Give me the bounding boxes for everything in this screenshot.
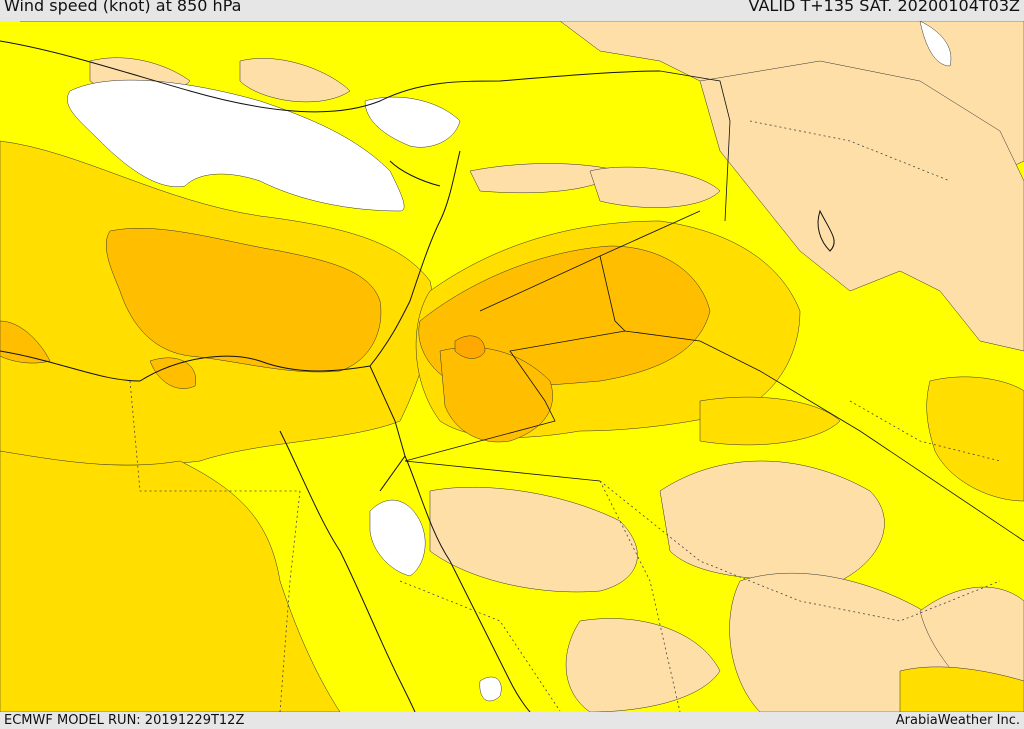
internal-borders xyxy=(129,120,1001,712)
header-bar: Wind speed (knot) at 850 hPa VALID T+135… xyxy=(0,0,1024,21)
wind-speed-map[interactable] xyxy=(0,21,1024,712)
valid-time: VALID T+135 SAT. 20200104T03Z xyxy=(748,0,1020,15)
country-borders xyxy=(404,70,1024,542)
map-canvas xyxy=(0,21,1024,712)
model-run: ECMWF MODEL RUN: 20191229T12Z xyxy=(4,713,245,728)
wind-band-orange xyxy=(454,335,486,359)
wind-band-calm xyxy=(67,21,952,702)
credit: ArabiaWeather Inc. xyxy=(895,713,1020,728)
map-title: Wind speed (knot) at 850 hPa xyxy=(4,0,242,15)
wind-band-amber xyxy=(0,228,711,443)
footer-bar: ECMWF MODEL RUN: 20191229T12Z ArabiaWeat… xyxy=(0,712,1024,729)
coastlines xyxy=(0,40,835,712)
